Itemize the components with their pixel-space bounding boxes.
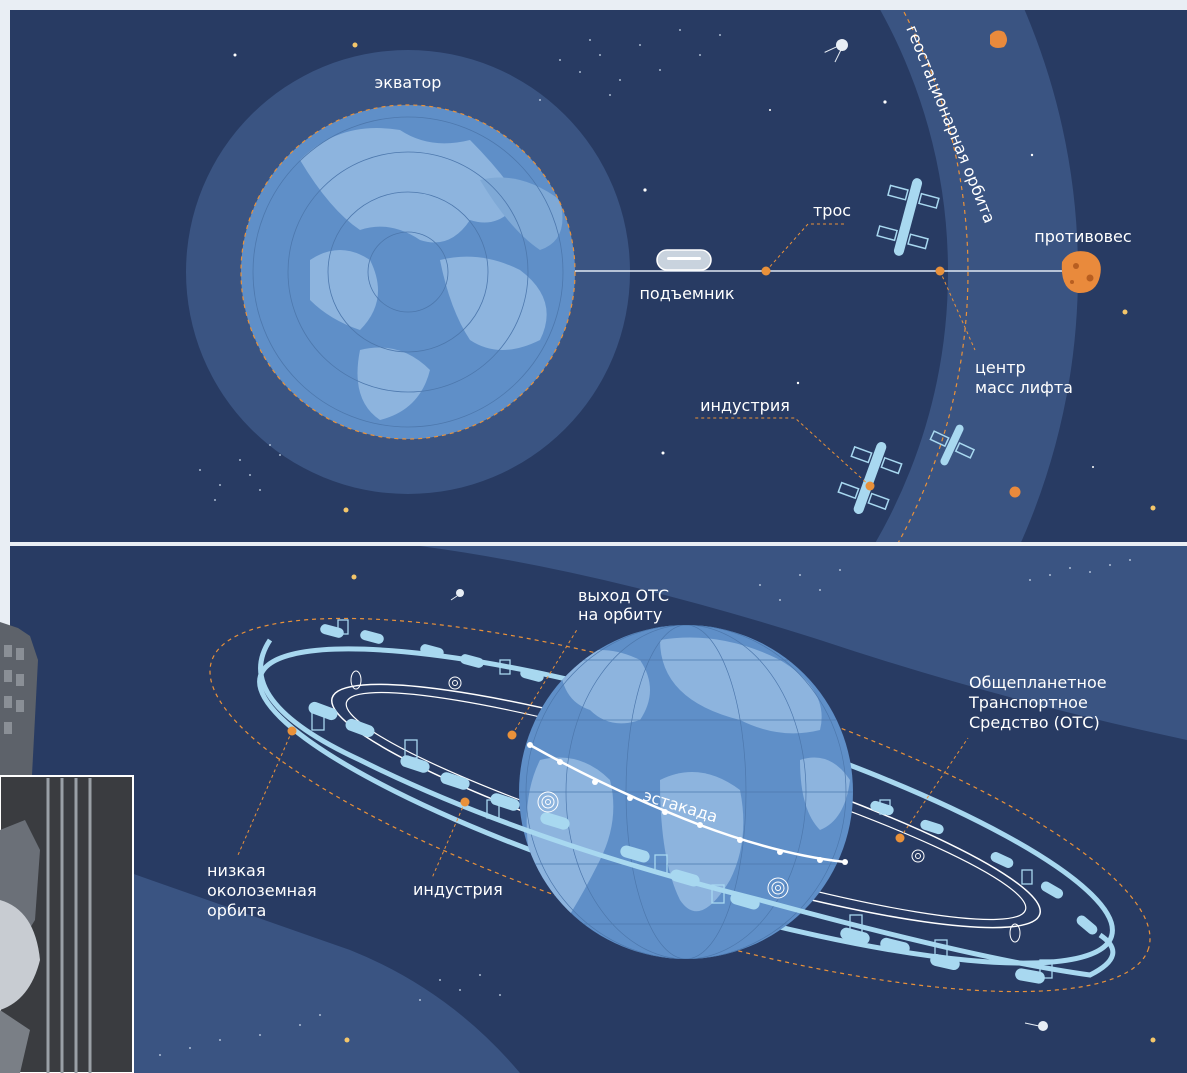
industry-top-label: индустрия — [700, 396, 790, 415]
station-2-icon — [837, 441, 903, 515]
ots-ring-front — [258, 638, 1116, 978]
counterweight-asteroid — [1061, 251, 1101, 294]
ring-stations — [311, 619, 1053, 979]
satellite-bottom-2-icon — [1024, 1021, 1048, 1031]
bottom-band-upper — [420, 546, 1187, 740]
stars-bottom — [344, 574, 1156, 1043]
small-asteroid-2 — [1009, 486, 1021, 498]
satellite-bottom-1-icon — [450, 589, 464, 601]
lift-label: подъемник — [639, 284, 734, 303]
geo-orbit-line — [897, 10, 969, 542]
geo-orbit-band — [875, 10, 1078, 542]
small-asteroid-1 — [990, 30, 1007, 48]
ots-exit-label-line1: выход ОТС — [578, 586, 669, 605]
leo-label-line2: околоземная — [207, 881, 317, 900]
stars-top — [343, 42, 1156, 513]
earth-top-land — [300, 128, 563, 420]
side-photo — [0, 622, 134, 1073]
earth-bottom — [519, 625, 853, 959]
bottom-band-lower — [10, 830, 520, 1073]
ots-label-line2: Транспортное — [968, 693, 1088, 712]
equator-label: экватор — [375, 73, 442, 92]
bottom-panel: эстакада — [10, 546, 1187, 1073]
station-1-icon — [876, 178, 940, 256]
center-mass-label-line2: масс лифта — [975, 378, 1073, 397]
ots-modules — [308, 624, 1098, 984]
equator-line — [240, 104, 576, 440]
ots-label-line3: Средство (ОТС) — [969, 713, 1100, 732]
satellite-icon — [824, 39, 848, 63]
panel-divider — [10, 542, 1187, 546]
earth-top — [240, 104, 576, 440]
spiral-nodes — [350, 670, 1021, 943]
leo-label-line1: низкая — [207, 861, 265, 880]
station-3-icon — [929, 424, 976, 466]
top-panel: экватор подъемник трос центр масс лифта … — [10, 10, 1187, 542]
leo-label-line3: орбита — [207, 901, 266, 920]
counterweight-label: противовес — [1034, 227, 1131, 246]
center-mass-label-line1: центр — [975, 358, 1026, 377]
ots-label-line1: Общепланетное — [969, 673, 1107, 692]
cable-label: трос — [813, 201, 851, 220]
industry-bottom-label: индустрия — [413, 880, 503, 899]
ots-exit-label-line2: на орбиту — [578, 605, 662, 624]
